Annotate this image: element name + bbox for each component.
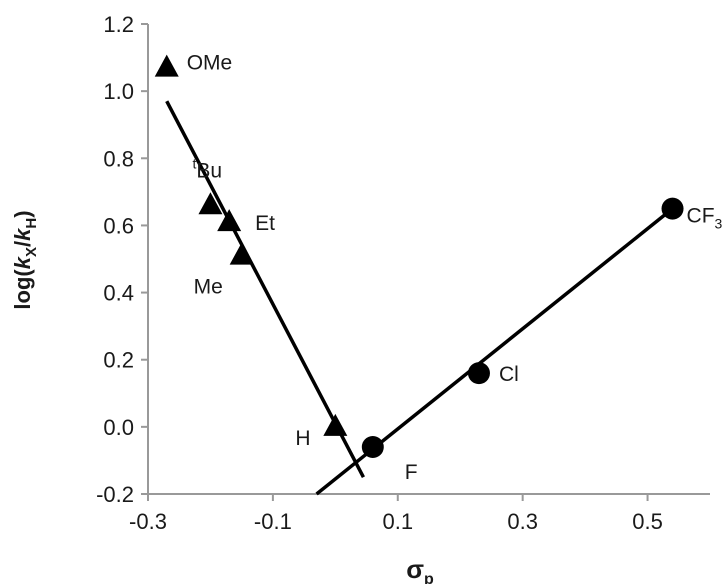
y-tick-label: 0.6 xyxy=(103,213,134,238)
y-tick-label: 1.2 xyxy=(103,12,134,37)
triangle-marker xyxy=(154,54,179,77)
point-label: H xyxy=(295,427,310,450)
x-tick-label: 0.3 xyxy=(507,509,538,534)
point-label: tBu xyxy=(192,155,222,182)
point-label: OMe xyxy=(187,52,233,75)
triangle-marker xyxy=(217,209,242,232)
x-tick-label: -0.1 xyxy=(254,509,292,534)
point-labels: OMe tBu Et Me H F Cl CF3 xyxy=(187,52,723,484)
y-tick-label: 1.0 xyxy=(103,79,134,104)
x-tick-label: -0.3 xyxy=(129,509,167,534)
x-tick-label: 0.1 xyxy=(382,509,413,534)
y-axis-title: log(kX/kH) xyxy=(10,210,40,309)
triangle-marker xyxy=(229,242,254,265)
x-ticks: -0.3 -0.1 0.1 0.3 0.5 xyxy=(129,494,663,534)
data-markers xyxy=(154,54,684,458)
x-axis-title: σp xyxy=(406,554,434,584)
point-label: F xyxy=(405,461,418,484)
fit-lines xyxy=(165,100,674,496)
triangle-marker xyxy=(198,192,223,215)
point-label: Cl xyxy=(499,363,519,386)
circle-marker xyxy=(467,362,490,385)
y-tick-label: -0.2 xyxy=(96,482,134,507)
triangle-marker xyxy=(323,413,348,436)
circle-marker xyxy=(361,436,384,458)
point-label: CF3 xyxy=(687,205,723,232)
point-label: Me xyxy=(194,276,223,299)
plot-area: -0.2 0.0 0.2 0.4 0.6 0.8 1.0 1.2 -0.3 -0.1 0.1 0.3… xyxy=(96,12,722,534)
circle-marker xyxy=(661,197,684,220)
y-ticks: -0.2 0.0 0.2 0.4 0.6 0.8 1.0 1.2 xyxy=(96,12,148,507)
y-tick-label: 0.0 xyxy=(103,415,134,440)
y-tick-label: 0.4 xyxy=(103,281,134,306)
y-tick-label: 0.8 xyxy=(103,146,134,171)
x-tick-label: 0.5 xyxy=(632,509,663,534)
point-label: Et xyxy=(255,212,275,235)
y-tick-label: 0.2 xyxy=(103,348,134,373)
fit-line-triangles xyxy=(165,100,365,479)
